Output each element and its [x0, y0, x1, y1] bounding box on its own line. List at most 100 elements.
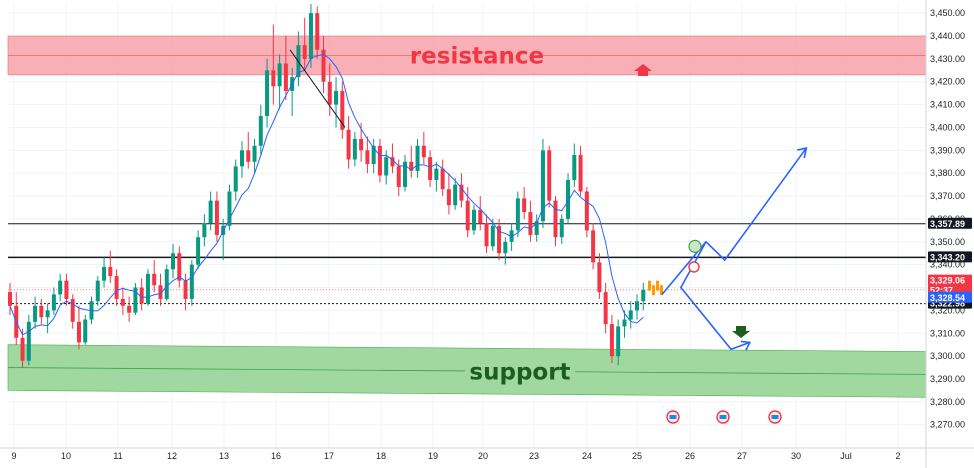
candle: [64, 273, 69, 306]
candle-body: [39, 305, 44, 318]
candle: [409, 145, 414, 178]
candle-body: [145, 273, 150, 304]
candle: [616, 319, 621, 366]
highlight-candle: [656, 280, 660, 291]
x-tick-label: 16: [271, 451, 281, 461]
highlight-candle: [648, 280, 652, 291]
candle-body: [127, 305, 132, 313]
candle: [603, 282, 608, 334]
candle-body: [434, 168, 439, 181]
y-tick-label: 3,440.00: [930, 31, 965, 41]
candle: [421, 132, 426, 165]
candle: [95, 276, 100, 306]
candle-body: [484, 223, 489, 247]
price-red-timer: 52:37: [930, 286, 953, 296]
candle: [114, 269, 119, 306]
candle-body: [164, 269, 169, 299]
upper-line-tag: 3,357.89: [928, 217, 972, 229]
candle: [578, 145, 583, 197]
candle: [584, 186, 589, 238]
flag-event-icon: [768, 410, 782, 424]
candle: [572, 143, 577, 187]
y-tick-label: 3,270.00: [930, 420, 965, 430]
candle-body: [584, 191, 589, 231]
candle: [70, 294, 75, 329]
candle-body: [641, 289, 646, 302]
x-tick-label: 25: [632, 451, 642, 461]
candle: [196, 230, 201, 270]
candle-body: [597, 262, 602, 293]
candle: [478, 196, 483, 231]
candle: [352, 132, 357, 167]
candle-body: [277, 63, 282, 87]
candle-body: [384, 157, 389, 176]
candle: [177, 246, 182, 288]
x-tick-label: 20: [478, 451, 488, 461]
candle-body: [478, 209, 483, 224]
candle: [377, 138, 382, 183]
price-blue-text: 3,328.54: [930, 293, 965, 303]
candle-body: [315, 13, 320, 50]
candle-body: [95, 280, 100, 302]
candle-body: [453, 184, 458, 206]
candle: [202, 214, 207, 247]
candle: [315, 6, 320, 59]
candle-body: [83, 319, 88, 343]
candle-body: [33, 305, 38, 322]
candle-body: [371, 145, 376, 165]
candle: [152, 260, 157, 293]
candle: [522, 186, 527, 219]
candle-body: [258, 116, 263, 146]
candle: [271, 24, 276, 105]
candle-body: [189, 264, 194, 299]
candle: [321, 36, 326, 94]
candle-body: [202, 223, 207, 238]
projection-up-path: [661, 147, 807, 295]
candle-body: [58, 280, 63, 295]
candle: [302, 17, 307, 71]
candle-body: [459, 184, 464, 201]
x-tick-label: 27: [737, 451, 747, 461]
candle-body: [302, 45, 307, 59]
candle-body: [8, 292, 12, 306]
candle: [58, 273, 63, 302]
candle-body: [246, 150, 251, 162]
candle: [459, 173, 464, 208]
x-tick-label: Jul: [840, 451, 852, 461]
candle: [371, 138, 376, 174]
candle: [428, 150, 433, 187]
candle-body: [239, 150, 244, 167]
candle: [415, 138, 420, 178]
candle-body: [553, 200, 558, 238]
candle: [540, 138, 545, 229]
y-tick-label: 3,420.00: [930, 77, 965, 87]
candle: [628, 301, 633, 329]
candle: [139, 278, 144, 311]
candle: [233, 159, 238, 201]
candle-body: [591, 230, 596, 263]
candle: [465, 186, 470, 238]
candle: [609, 314, 614, 363]
candle: [490, 218, 495, 251]
candle-body: [509, 230, 514, 242]
ma-line: [9, 53, 644, 336]
target-circle-green: [688, 239, 702, 253]
candle-body: [283, 63, 288, 91]
candle: [33, 296, 38, 329]
x-tick-label: 11: [113, 451, 122, 461]
candle: [8, 282, 12, 315]
candle-body: [64, 280, 69, 299]
candle: [189, 260, 194, 306]
y-tick-label: 3,450.00: [930, 8, 965, 18]
x-tick-label: 9: [11, 451, 16, 461]
candle: [51, 287, 56, 315]
candle-body: [76, 321, 81, 343]
key-line-tag-text: 3,343.20: [930, 252, 965, 262]
candle-body: [522, 198, 527, 213]
x-tick-label: 17: [324, 451, 334, 461]
candle-body: [352, 138, 357, 160]
candle-body: [152, 273, 157, 286]
